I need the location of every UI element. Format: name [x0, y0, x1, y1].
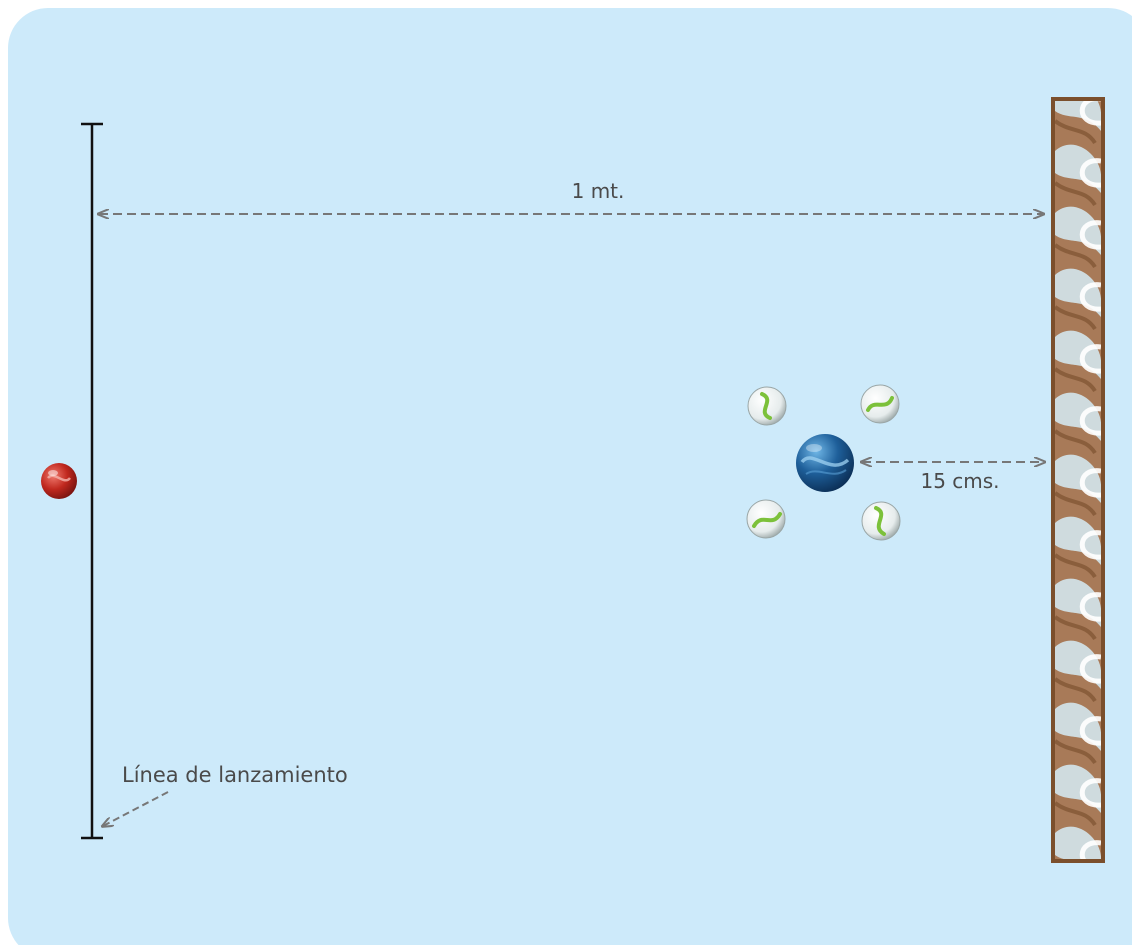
shooter-marble [41, 463, 77, 499]
launch-line-label: Línea de lanzamiento [122, 763, 348, 787]
surrounding-marble-top-right [860, 384, 900, 424]
launch-line [81, 122, 103, 840]
wall [1051, 97, 1105, 863]
launch-line-pointer [103, 791, 169, 826]
distance-label-15cm: 15 cms. [920, 469, 999, 493]
target-marble [796, 434, 854, 492]
surrounding-marble-top-left [747, 386, 787, 426]
surrounding-marble-bottom-left [746, 499, 786, 539]
surrounding-marble-bottom-right [861, 501, 901, 541]
background-panel [8, 8, 1132, 945]
distance-label-1m: 1 mt. [572, 179, 625, 203]
